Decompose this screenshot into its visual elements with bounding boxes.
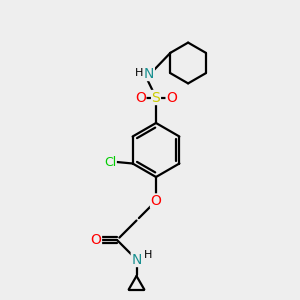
Text: H: H	[135, 68, 143, 79]
Text: Cl: Cl	[104, 155, 116, 169]
Text: N: N	[131, 253, 142, 266]
Text: S: S	[152, 91, 160, 104]
Text: H: H	[144, 250, 152, 260]
Text: N: N	[144, 67, 154, 80]
Text: O: O	[91, 233, 101, 247]
Text: O: O	[151, 194, 161, 208]
Text: O: O	[135, 91, 146, 104]
Text: O: O	[166, 91, 177, 104]
